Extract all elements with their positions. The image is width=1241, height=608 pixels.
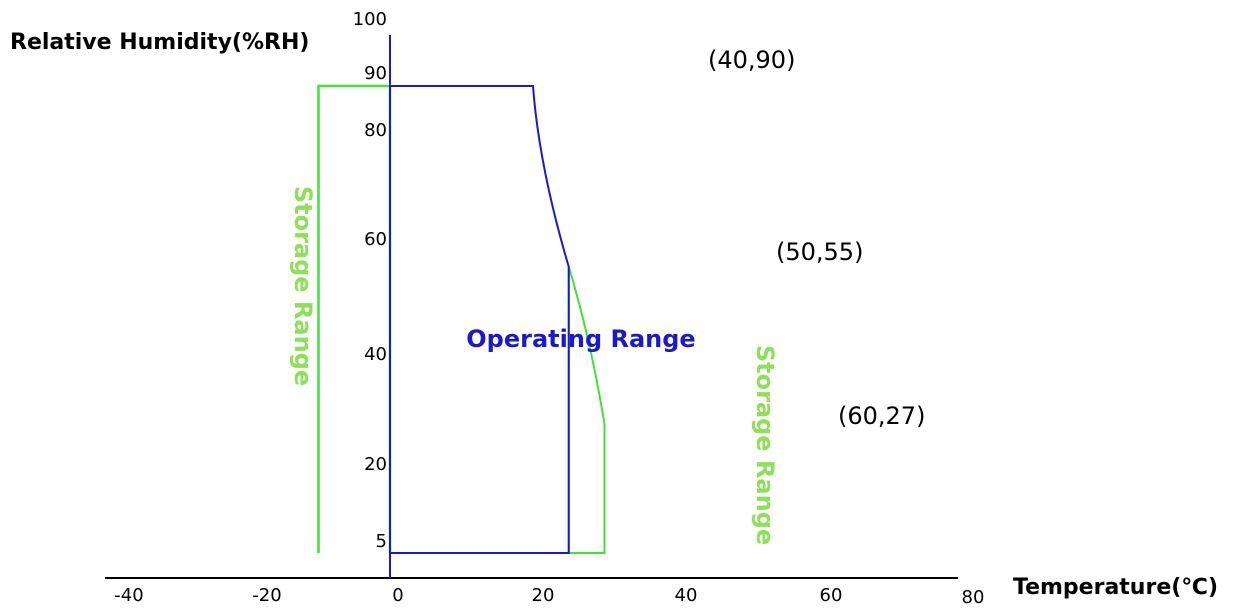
x-tick-label: 40 [675,585,698,606]
y-axis-title: Relative Humidity(%RH) [10,30,309,55]
operating-range-boundary [389,85,570,554]
y-tick-label: 40 [364,344,387,365]
x-tick-label: 0 [392,585,403,606]
x-tick-label: -20 [252,585,281,606]
x-tick-label: 60 [820,585,843,606]
storage-range-right-boundary [567,266,606,554]
x-axis-title: Temperature(℃) [1013,575,1218,600]
storage-range-left-boundary [317,84,392,553]
x-tick-label: 80 [962,587,985,608]
y-tick-label: 20 [364,454,387,475]
storage-range-left-label: Storage Range [289,186,317,386]
x-tick-label: -40 [114,585,143,606]
storage-range-right-label: Storage Range [751,345,779,545]
y-tick-label: 60 [364,229,387,250]
y-tick-label: 90 [364,63,387,84]
x-tick-label: 20 [532,585,555,606]
annotation-50-55: (50,55) [776,238,863,266]
operating-range-label: Operating Range [466,325,695,353]
annotation-40-90: (40,90) [708,46,795,74]
y-tick-label: 80 [364,120,387,141]
y-tick-label: 5 [376,531,387,552]
annotation-60-27: (60,27) [838,402,925,430]
y-tick-label: 100 [353,9,387,30]
